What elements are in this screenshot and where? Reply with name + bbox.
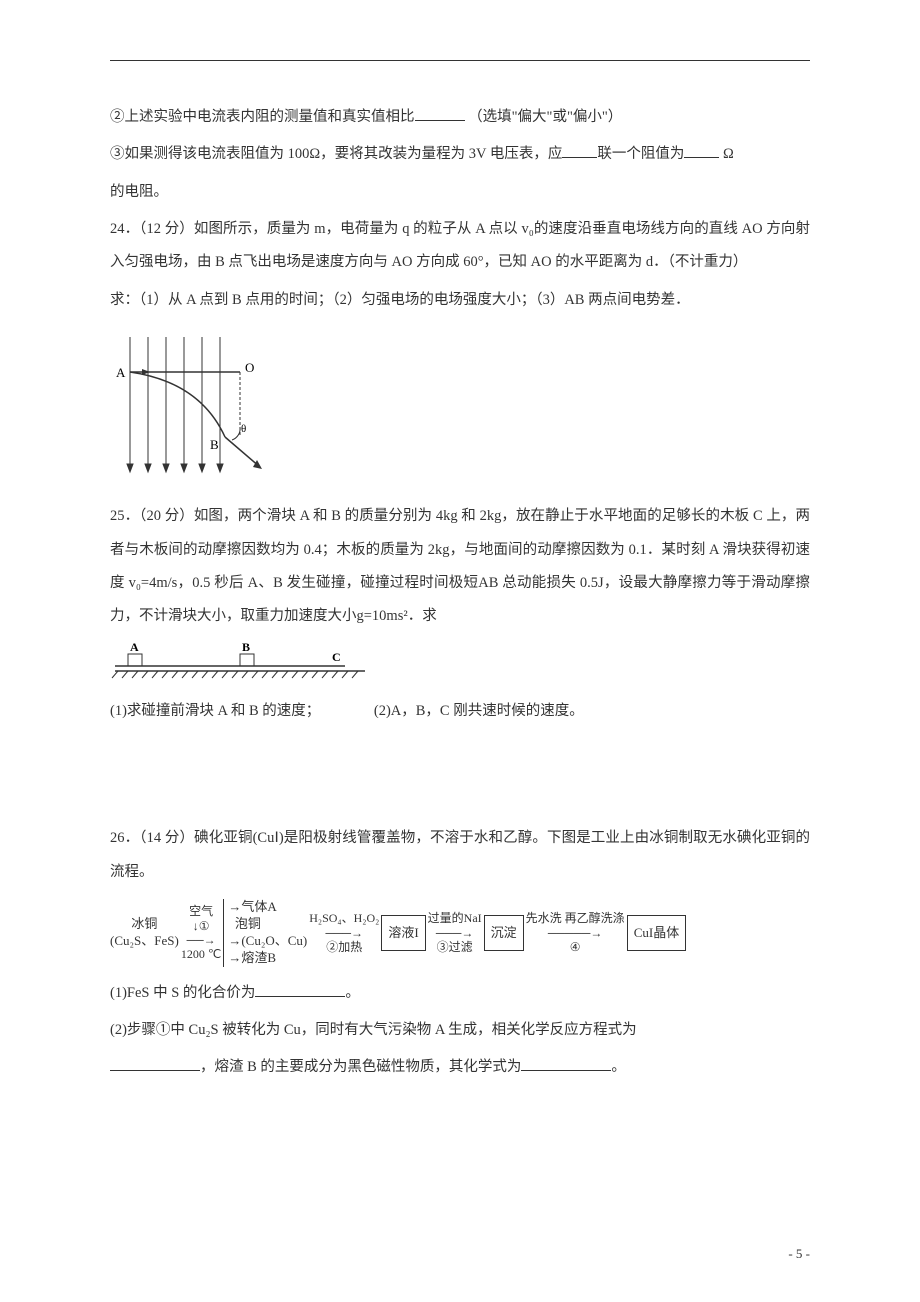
flow-step3: 过量的NaI ───→ ③过滤 bbox=[428, 911, 482, 954]
branch-bot: 熔渣B bbox=[241, 950, 276, 965]
flow-box2: 沉淀 bbox=[484, 915, 524, 951]
flow-step2: H₂SO₄、H₂O₂ ───→ ②加热 bbox=[309, 911, 379, 954]
q25-figure: A B C bbox=[110, 640, 810, 693]
step1-bot: 1200 ℃ bbox=[181, 947, 221, 961]
q26-sub1b: 。 bbox=[345, 985, 360, 1001]
step1-top: 空气 bbox=[189, 904, 213, 918]
step1-mid: ↓① bbox=[193, 919, 210, 933]
q26-sub2c: 。 bbox=[611, 1059, 626, 1075]
branch-mid-bot: (Cu₂O、Cu) bbox=[241, 933, 307, 948]
flow-step4: 先水洗 再乙醇洗涤 ─────→ ④ bbox=[526, 911, 625, 954]
step3-bot: ③过滤 bbox=[437, 940, 473, 954]
q24-header: 24．（12 分）如图所示，质量为 m，电荷量为 q 的粒子从 A 点以 v₀的… bbox=[110, 213, 810, 280]
label-theta: θ bbox=[241, 423, 246, 435]
step4-bot: ④ bbox=[570, 940, 581, 954]
flow-start: 冰铜 (Cu₂S、FeS) bbox=[110, 916, 179, 950]
q26-sub1: (1)FeS 中 S 的化合价为 。 bbox=[110, 977, 810, 1010]
q26-sub2: (2)步骤①中 Cu₂S 被转化为 Cu，同时有大气污染物 A 生成，相关化学反… bbox=[110, 1014, 810, 1047]
q23-p3d: 的电阻。 bbox=[110, 176, 810, 209]
q26-header: 26．（14 分）碘化亚铜(CuⅠ)是阳极射线管覆盖物，不溶于水和乙醇。下图是工… bbox=[110, 822, 810, 889]
label-A: A bbox=[116, 365, 126, 380]
label-A: A bbox=[130, 640, 139, 654]
label-B: B bbox=[210, 437, 219, 452]
branch-mid-top: 泡铜 bbox=[235, 916, 261, 931]
blank bbox=[562, 144, 597, 159]
q26-sub2-line2: ，熔渣 B 的主要成分为黑色磁性物质，其化学式为 。 bbox=[110, 1051, 810, 1084]
step3-top: 过量的NaI bbox=[428, 911, 482, 925]
q26-sub2b: ，熔渣 B 的主要成分为黑色磁性物质，其化学式为 bbox=[200, 1059, 521, 1075]
spacer bbox=[110, 732, 810, 822]
q24-header-text: 24．（12 分）如图所示，质量为 m，电荷量为 q 的粒子从 A 点以 v₀的… bbox=[110, 221, 810, 270]
blank bbox=[684, 144, 719, 159]
q25-svg: A B C bbox=[110, 640, 370, 680]
q23-p3c: Ω bbox=[723, 146, 734, 162]
step2-top: H₂SO₄、H₂O₂ bbox=[309, 911, 379, 925]
q24-figure: A O B θ bbox=[110, 327, 810, 490]
blank bbox=[255, 982, 345, 997]
q24-ask-text: 求：（1）从 A 点到 B 点用的时间；（2）匀强电场的电场强度大小；（3）AB… bbox=[110, 292, 690, 308]
q26-header-text: 26．（14 分）碘化亚铜(CuⅠ)是阳极射线管覆盖物，不溶于水和乙醇。下图是工… bbox=[110, 830, 810, 879]
flow-box1: 溶液I bbox=[381, 915, 425, 951]
label-B: B bbox=[242, 640, 250, 654]
q23-p3d-text: 的电阻。 bbox=[110, 184, 168, 200]
blank bbox=[521, 1057, 611, 1072]
q25-header-text: 25．（20 分）如图，两个滑块 A 和 B 的质量分别为 4kg 和 2kg，… bbox=[110, 508, 810, 624]
blank bbox=[110, 1057, 200, 1072]
q24-ask: 求：（1）从 A 点到 B 点用的时间；（2）匀强电场的电场强度大小；（3）AB… bbox=[110, 284, 810, 317]
blank bbox=[415, 107, 465, 122]
flow-step1: 空气 ↓① ──→ 1200 ℃ bbox=[181, 904, 221, 962]
q23-p3b: 联一个阻值为 bbox=[597, 146, 684, 162]
q26-flowchart: 冰铜 (Cu₂S、FeS) 空气 ↓① ──→ 1200 ℃ →气体A 泡铜 →… bbox=[110, 899, 810, 967]
page-number: - 5 - bbox=[788, 1246, 810, 1262]
page-content: ②上述实验中电流表内阻的测量值和真实值相比 （选填"偏大"或"偏小"） ③如果测… bbox=[110, 101, 810, 1085]
label-O: O bbox=[245, 360, 254, 375]
branch-top: 气体A bbox=[241, 899, 276, 914]
q23-p2-tail: （选填"偏大"或"偏小"） bbox=[468, 109, 622, 125]
q23-p3: ③如果测得该电流表阻值为 100Ω，要将其改装为量程为 3V 电压表，应 联一个阻… bbox=[110, 138, 810, 171]
flow-start-top: 冰铜 bbox=[131, 916, 157, 931]
label-C: C bbox=[332, 650, 341, 664]
q25-subs: (1)求碰撞前滑块 A 和 B 的速度； (2)A，B，C 刚共速时候的速度。 bbox=[110, 695, 810, 728]
q25-header: 25．（20 分）如图，两个滑块 A 和 B 的质量分别为 4kg 和 2kg，… bbox=[110, 500, 810, 633]
q26-sub1a: (1)FeS 中 S 的化合价为 bbox=[110, 985, 255, 1001]
flow-box3: CuI晶体 bbox=[627, 915, 687, 951]
q23-p2: ②上述实验中电流表内阻的测量值和真实值相比 （选填"偏大"或"偏小"） bbox=[110, 101, 810, 134]
q23-p3a: ③如果测得该电流表阻值为 100Ω，要将其改装为量程为 3V 电压表，应 bbox=[110, 146, 562, 162]
q26-sub2a: (2)步骤①中 Cu₂S 被转化为 Cu，同时有大气污染物 A 生成，相关化学反… bbox=[110, 1022, 637, 1038]
step4-top: 先水洗 再乙醇洗涤 bbox=[526, 911, 625, 925]
flow-start-bot: (Cu₂S、FeS) bbox=[110, 933, 179, 948]
q23-p2-text: ②上述实验中电流表内阻的测量值和真实值相比 bbox=[110, 109, 415, 125]
step2-bot: ②加热 bbox=[326, 940, 362, 954]
q24-svg: A O B θ bbox=[110, 327, 290, 477]
q25-sub1: (1)求碰撞前滑块 A 和 B 的速度； bbox=[110, 695, 320, 728]
q25-sub2: (2)A，B，C 刚共速时候的速度。 bbox=[374, 703, 584, 719]
flow-branch: →气体A 泡铜 →(Cu₂O、Cu) →熔渣B bbox=[223, 899, 307, 967]
page-top-border bbox=[110, 60, 810, 61]
